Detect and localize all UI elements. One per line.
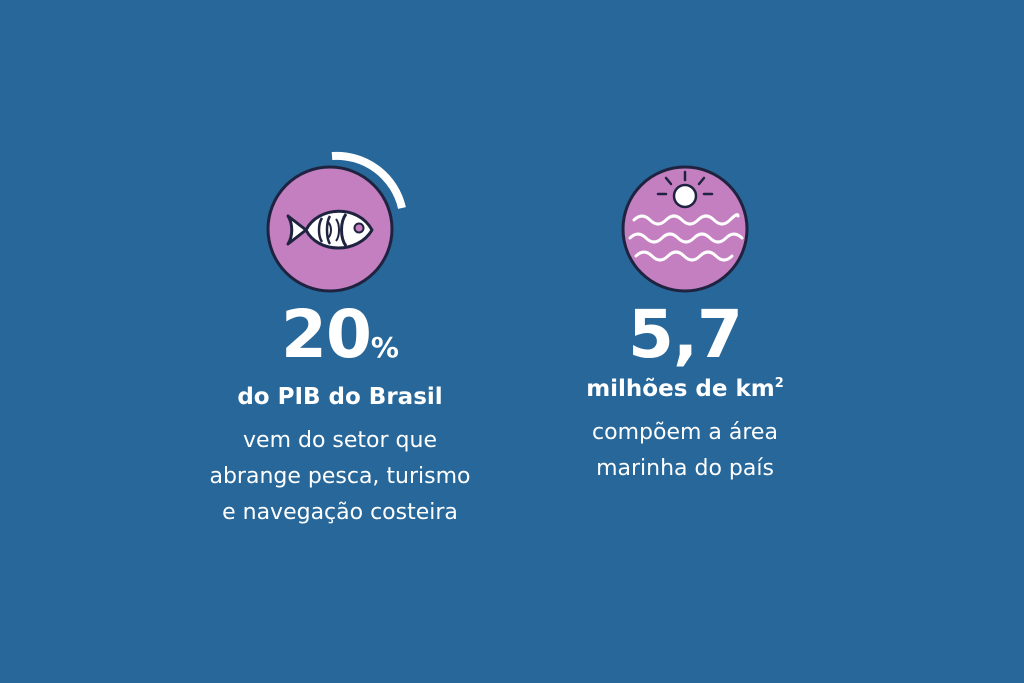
stat-unit: % <box>370 331 399 364</box>
stat-headline: do PIB do Brasil <box>237 384 443 410</box>
stat-value: 20% <box>180 302 500 381</box>
stat-description: compõem a área marinha do país <box>520 415 850 487</box>
sun-waves-icon <box>612 150 758 296</box>
stat-description: vem do setor que abrange pesca, turismo … <box>180 423 500 531</box>
description-line: vem do setor que <box>243 428 437 453</box>
stat-number: 20 <box>281 296 372 373</box>
description-line: e navegação costeira <box>222 500 458 525</box>
fish-icon <box>266 150 412 296</box>
stat-number: 5,7 <box>628 296 743 373</box>
description-line: compõem a área <box>592 420 778 445</box>
stat-gdp: 20% do PIB do Brasil vem do setor que ab… <box>180 150 500 531</box>
stat-headline: milhões de km2 <box>520 370 850 403</box>
description-line: abrange pesca, turismo <box>209 464 471 489</box>
stat-marine-area: 5,7 milhões de km2 compõem a área marinh… <box>520 150 850 487</box>
stat-headline-superscript: 2 <box>774 376 784 391</box>
stat-value: 5,7 <box>520 302 850 368</box>
description-line: marinha do país <box>596 456 774 481</box>
stat-headline-text: milhões de km <box>586 376 775 402</box>
